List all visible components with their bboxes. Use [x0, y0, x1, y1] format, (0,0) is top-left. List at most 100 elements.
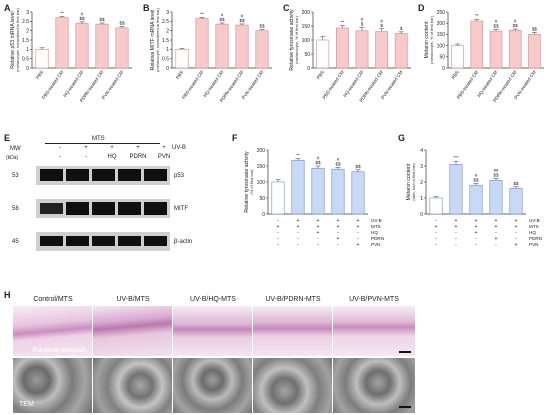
- blot-name-1: p53: [174, 173, 185, 179]
- hist-title-3: UV-B/HQ-MTS: [190, 296, 236, 303]
- bar: [355, 30, 369, 69]
- condition-sign: -: [357, 230, 359, 236]
- bar: [175, 49, 189, 69]
- histology-panel: Control/MTS UV-B/MTS UV-B/HQ-MTS UV-B/PD…: [13, 296, 415, 414]
- condition-sign: +: [277, 224, 280, 230]
- panel-label-c: C: [283, 3, 290, 13]
- y-axis-label: Melanin content: [424, 21, 430, 58]
- bar: [55, 17, 69, 69]
- condition-sign: +: [475, 230, 478, 236]
- chart-f-tyrosinase-skin: 0 50 100 150 200 Relative tyrosinase activity…: [244, 148, 384, 248]
- y-tick-label: 3: [26, 10, 29, 16]
- x-tick-label: PVN-treated CM: [380, 70, 404, 101]
- y-axis-label: Relative tyrosinase activity: [289, 9, 295, 71]
- blot-uvb-sign: +: [84, 145, 88, 151]
- blot-band: [144, 202, 167, 215]
- significance-label: $$: [335, 161, 341, 166]
- blot-actin-row: [36, 232, 170, 251]
- significance-label: $$: [513, 181, 519, 186]
- blot-band: [92, 169, 115, 181]
- condition-sign: -: [455, 230, 457, 236]
- condition-sign: -: [475, 236, 477, 242]
- condition-sign: -: [495, 242, 497, 248]
- condition-sign: +: [357, 224, 360, 230]
- blot-band: [92, 202, 115, 215]
- blot-band: [66, 169, 89, 181]
- significance-label: #: [317, 156, 320, 161]
- condition-sign: +: [435, 224, 438, 230]
- chart-b-mitf-mrna: 0 0.5 1 1.5 2 2.5 3 Relative MITF mRNA level (me…: [150, 7, 272, 103]
- condition-sign: -: [495, 230, 497, 236]
- blot-lane-signs: - - + - + HQ + PDRN + PVN: [40, 145, 170, 165]
- blot-lane-treatment: HQ: [107, 154, 117, 160]
- panel-label-a: A: [4, 3, 11, 13]
- significance-label: $$: [79, 16, 85, 21]
- bar: [449, 164, 463, 215]
- condition-label: HQ: [371, 230, 378, 235]
- blot-mw-2: 58: [12, 206, 19, 212]
- y-axis-sublabel: (melanocyte, % of first bar): [294, 15, 299, 63]
- y-tick-label: 0: [166, 66, 169, 72]
- condition-sign: -: [475, 242, 477, 248]
- condition-sign: -: [337, 230, 339, 236]
- significance-label: $$: [219, 17, 225, 22]
- histology-image: [173, 306, 252, 356]
- significance-label: $$: [355, 164, 361, 169]
- condition-sign: -: [297, 242, 299, 248]
- condition-sign: -: [297, 230, 299, 236]
- y-tick-label: 0.5: [162, 56, 169, 62]
- x-tick-label: PBS-treated CM: [41, 70, 64, 100]
- x-tick-label: HQ-treated CM: [476, 70, 498, 99]
- bar: [469, 184, 483, 215]
- y-tick-label: 150: [437, 32, 446, 38]
- significance-label: $$: [493, 23, 499, 28]
- x-tick-label: PBS: [175, 70, 184, 80]
- condition-sign: -: [317, 242, 319, 248]
- x-tick-label: HQ-treated CM: [202, 70, 224, 99]
- condition-sign: +: [515, 218, 518, 224]
- bar: [429, 197, 443, 215]
- significance-label: #: [337, 157, 340, 162]
- blot-band: [66, 236, 89, 246]
- significance-label: **: [200, 11, 204, 16]
- condition-label: MTS: [371, 224, 381, 229]
- y-tick-label: 3: [420, 164, 423, 170]
- condition-sign: -: [277, 218, 279, 224]
- y-axis-label: Relative p53 mRNA level: [10, 11, 16, 68]
- significance-label: $$: [473, 178, 479, 183]
- y-axis-label: Relative tyrosinase activity: [244, 151, 250, 213]
- bar: [235, 24, 249, 69]
- condition-sign: +: [515, 224, 518, 230]
- hist-title-1: Control/MTS: [33, 296, 73, 303]
- blot-band: [118, 202, 141, 215]
- condition-sign: -: [455, 236, 457, 242]
- panel-label-f: F: [232, 133, 238, 143]
- histology-image: [13, 306, 92, 356]
- condition-label: PDRN: [371, 236, 384, 241]
- y-tick-label: 200: [437, 21, 446, 27]
- significance-label: $$: [532, 26, 538, 31]
- y-axis-sublabel: (% of first bar): [249, 169, 254, 195]
- bar: [394, 33, 408, 69]
- condition-sign: +: [475, 224, 478, 230]
- y-tick-label: 1.5: [22, 38, 29, 44]
- y-axis-label: Relative MITF mRNA level: [150, 10, 156, 71]
- condition-sign: +: [297, 218, 300, 224]
- bar: [489, 180, 503, 215]
- blot-lane-treatment: -: [59, 154, 61, 160]
- y-tick-label: 1: [420, 196, 423, 202]
- condition-label: PVN: [371, 242, 380, 247]
- histology-image: [333, 306, 415, 356]
- significance-label: #: [495, 19, 498, 24]
- blot-mts-header: MTS: [92, 136, 105, 142]
- panel-label-b: B: [143, 3, 150, 13]
- y-tick-label: 1.5: [162, 38, 169, 44]
- condition-label: PVN: [529, 242, 538, 247]
- y-tick-label: 2.5: [22, 19, 29, 25]
- tem-scale-bar: [399, 406, 411, 408]
- blot-uvb-sign: -: [59, 145, 61, 151]
- significance-label: **: [341, 20, 345, 25]
- tem-label: TEM: [19, 401, 34, 408]
- chart-a-p53-mrna: 0 0.5 1 1.5 2 2.5 3 Relative p53 mRNA level (mel…: [10, 7, 132, 103]
- chart-c-tyrosinase: 0 50 100 150 200 Relative tyrosinase activity…: [289, 9, 411, 103]
